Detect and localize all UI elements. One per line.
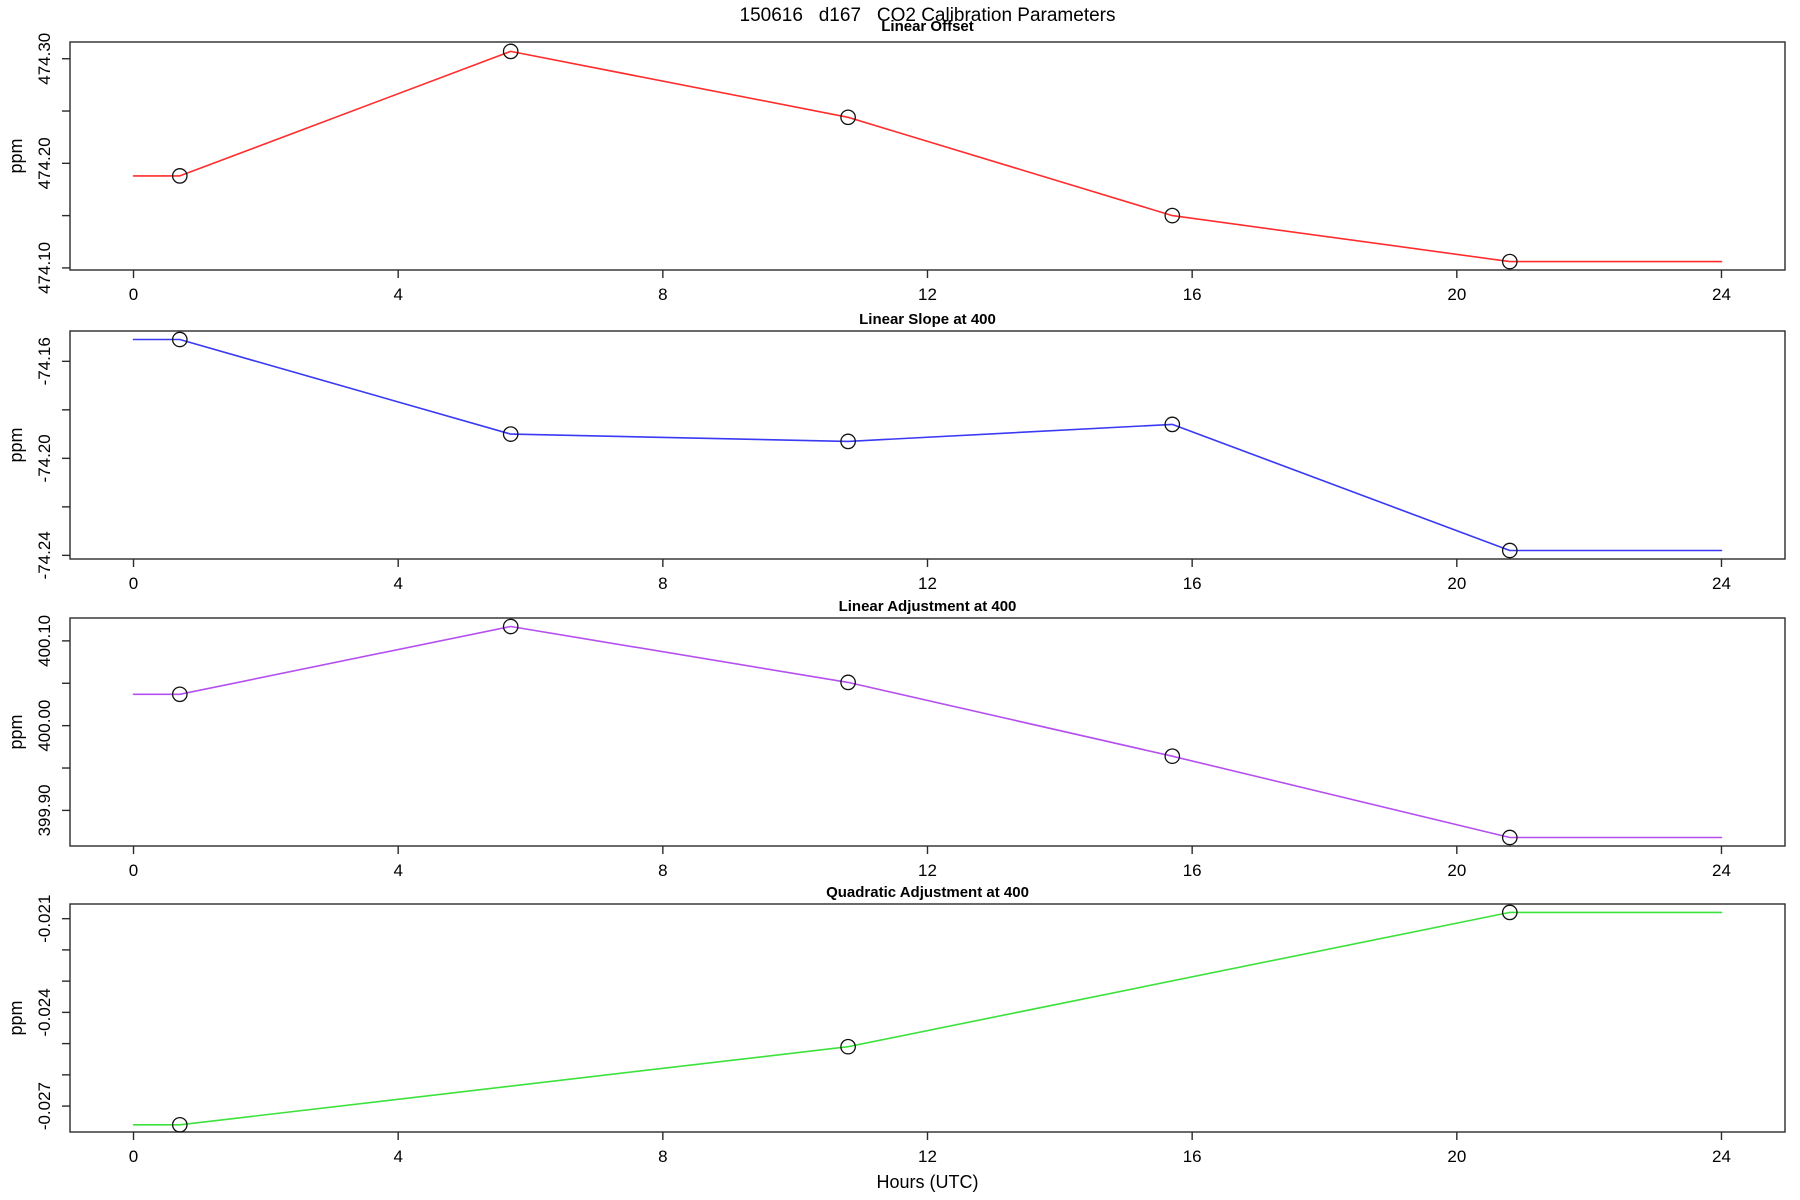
x-tick-label: 0 — [129, 574, 138, 593]
x-tick-label: 0 — [129, 861, 138, 880]
y-tick-label: 400.00 — [35, 700, 54, 752]
x-tick-label: 4 — [393, 574, 402, 593]
x-tick-label: 24 — [1712, 285, 1731, 304]
x-tick-label: 4 — [393, 861, 402, 880]
y-tick-label: -0.021 — [35, 895, 54, 943]
panel-title-linear-adjustment: Linear Adjustment at 400 — [838, 598, 1017, 615]
y-axis-label: ppm — [6, 714, 26, 749]
plot-box — [69, 41, 1786, 271]
data-point — [171, 686, 188, 703]
data-point — [1501, 253, 1518, 270]
data-point — [502, 618, 519, 635]
x-tick-label: 0 — [129, 1147, 138, 1166]
x-axis-title: Hours (UTC) — [876, 1172, 979, 1192]
data-point — [171, 331, 188, 348]
y-tick-label: -74.20 — [35, 434, 54, 482]
panel-title-quadratic-adjustment: Quadratic Adjustment at 400 — [826, 884, 1029, 901]
x-tick-label: 24 — [1712, 574, 1731, 593]
data-point — [840, 1038, 856, 1055]
figure-title: 150616 d167 CO2 Calibration Parameters — [739, 5, 1116, 26]
y-tick-label: -0.024 — [35, 988, 54, 1036]
x-tick-label: 4 — [393, 1147, 402, 1166]
x-tick-label: 8 — [658, 1147, 667, 1166]
y-tick-label: 400.10 — [35, 615, 54, 667]
x-tick-label: 0 — [129, 285, 138, 304]
x-tick-label: 24 — [1712, 861, 1731, 880]
y-tick-label: -74.24 — [35, 531, 54, 579]
x-tick-label: 8 — [658, 861, 667, 880]
data-point — [840, 109, 856, 126]
series-line-linear-slope-at-400 — [132, 338, 1723, 552]
data-point — [171, 168, 188, 184]
y-axis-label: ppm — [6, 427, 26, 462]
data-point — [840, 674, 856, 691]
data-point — [171, 1116, 188, 1133]
x-tick-label: 20 — [1447, 574, 1466, 593]
data-point — [502, 43, 519, 60]
y-tick-label: 474.30 — [35, 33, 54, 85]
y-tick-label: -0.027 — [35, 1082, 54, 1130]
x-tick-label: 24 — [1712, 1147, 1731, 1166]
panel-title-linear-offset: Linear Offset — [881, 18, 974, 35]
x-tick-label: 16 — [1183, 574, 1202, 593]
data-point — [1164, 207, 1181, 224]
series-line-quadratic-adjustment-at-400 — [132, 911, 1723, 1126]
plot-box — [69, 330, 1786, 560]
series-line-linear-offset — [132, 50, 1723, 263]
x-tick-label: 12 — [918, 574, 937, 593]
x-tick-label: 16 — [1183, 1147, 1202, 1166]
y-tick-label: 474.20 — [35, 137, 54, 189]
y-tick-label: 399.90 — [35, 784, 54, 836]
x-tick-label: 20 — [1447, 1147, 1466, 1166]
x-tick-label: 12 — [918, 1147, 937, 1166]
panel-title-linear-slope: Linear Slope at 400 — [859, 311, 996, 328]
x-tick-label: 16 — [1183, 285, 1202, 304]
data-point — [1501, 904, 1518, 921]
x-tick-label: 4 — [393, 285, 402, 304]
data-point — [1164, 416, 1181, 433]
data-point — [1501, 829, 1518, 846]
y-tick-label: -74.16 — [35, 337, 54, 385]
x-tick-label: 8 — [658, 285, 667, 304]
x-tick-label: 20 — [1447, 285, 1466, 304]
y-axis-label: ppm — [6, 1000, 26, 1035]
data-point — [840, 433, 856, 450]
x-tick-label: 12 — [918, 861, 937, 880]
y-tick-label: 474.10 — [35, 242, 54, 294]
x-tick-label: 20 — [1447, 861, 1466, 880]
data-point — [502, 426, 519, 442]
data-point — [1501, 542, 1518, 559]
x-tick-label: 16 — [1183, 861, 1202, 880]
data-point — [1164, 748, 1181, 765]
x-tick-label: 12 — [918, 285, 937, 304]
series-line-linear-adjustment-at-400 — [132, 625, 1723, 839]
x-tick-label: 8 — [658, 574, 667, 593]
plot-box — [69, 903, 1786, 1133]
y-axis-label: ppm — [6, 138, 26, 173]
plot-box — [69, 617, 1786, 847]
